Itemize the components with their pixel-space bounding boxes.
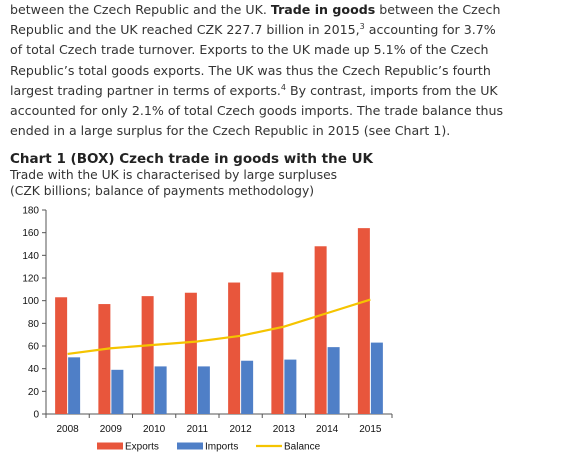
y-tick-label: 120	[22, 274, 39, 285]
x-tick-label: 2008	[57, 424, 80, 435]
exports-bar	[98, 304, 111, 414]
x-axis-labels: 2008 2009 2010 2011 2012 2013 2014 2015	[57, 424, 382, 435]
exports-bar	[228, 282, 241, 414]
chart-bars	[55, 228, 383, 414]
chart-legend: Exports Imports Balance	[97, 442, 321, 453]
imports-bar	[68, 357, 81, 414]
imports-bar	[284, 359, 297, 414]
y-tick-label: 60	[28, 342, 40, 353]
text-line: largest trading partner in terms of expo…	[10, 82, 498, 98]
x-tick-label: 2011	[187, 424, 209, 435]
y-tick-label: 80	[28, 319, 40, 330]
text-line: accounted for only 2.1% of total Czech g…	[10, 103, 504, 119]
imports-bar	[197, 366, 210, 414]
y-tick-label: 180	[22, 206, 39, 217]
balance-line-group	[67, 298, 371, 356]
y-tick-label: 160	[22, 228, 39, 239]
body-paragraph: between the Czech Republic and the UK. T…	[10, 0, 558, 141]
trade-chart: 0 20 40 60 80 100 120 140 160 180 2008 2009 2010 201…	[22, 206, 393, 453]
x-tick-label: 2013	[273, 424, 296, 435]
y-tick-label: 100	[22, 296, 39, 307]
imports-bar	[154, 366, 167, 414]
x-tick-label: 2015	[359, 424, 382, 435]
chart-units-note: (CZK billions; balance of payments metho…	[10, 184, 315, 198]
legend-label-exports: Exports	[125, 442, 159, 453]
imports-bar	[327, 347, 340, 414]
legend-swatch-imports	[177, 442, 203, 450]
y-tick-label: 20	[28, 387, 40, 398]
text-line: of total Czech trade turnover. Exports t…	[10, 42, 489, 58]
exports-bar	[357, 228, 370, 414]
y-tick-label: 40	[28, 364, 40, 375]
imports-bar	[111, 369, 124, 414]
exports-bar	[184, 292, 197, 414]
imports-bar	[370, 342, 383, 414]
text-line: Republic and the UK reached CZK 227.7 bi…	[10, 22, 496, 38]
exports-bar	[271, 272, 284, 414]
imports-bar	[241, 360, 254, 414]
legend-swatch-exports	[97, 442, 123, 450]
balance-line	[67, 298, 371, 356]
x-tick-label: 2009	[100, 424, 123, 435]
chart-title: Chart 1 (BOX) Czech trade in goods with …	[10, 151, 373, 167]
x-tick-label: 2014	[316, 424, 339, 435]
x-tick-label: 2010	[143, 424, 166, 435]
legend-label-imports: Imports	[205, 442, 238, 453]
text-line: ended in a large surplus for the Czech R…	[10, 123, 451, 139]
chart-subtitle: Trade with the UK is characterised by la…	[10, 168, 338, 182]
text-line: between the Czech Republic and the UK. T…	[10, 2, 501, 17]
exports-bar	[55, 297, 68, 414]
y-tick-label: 140	[22, 251, 39, 262]
legend-label-balance: Balance	[284, 442, 321, 453]
exports-bar	[314, 246, 327, 414]
x-tick-label: 2012	[230, 424, 253, 435]
exports-bar	[141, 296, 154, 414]
y-tick-label: 0	[33, 410, 39, 421]
text-line: Republic’s total goods exports. The UK w…	[10, 62, 491, 78]
